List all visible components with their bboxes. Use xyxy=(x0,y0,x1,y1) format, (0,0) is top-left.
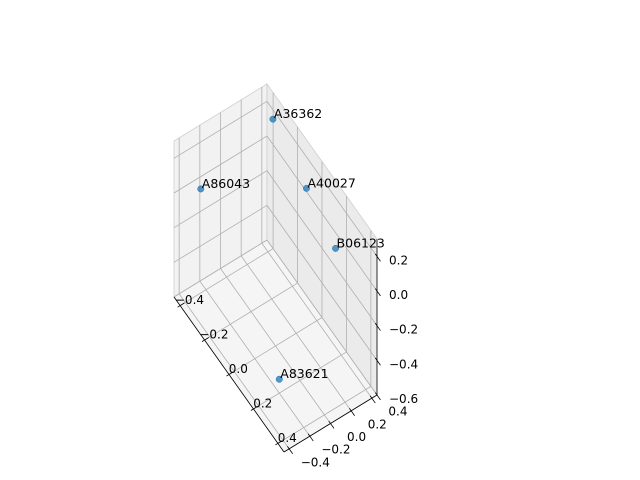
z-tick-label: −0.4 xyxy=(389,357,418,371)
z-tick-label: 0.2 xyxy=(389,253,408,267)
x-tick xyxy=(177,302,185,308)
gridline-z-back xyxy=(266,170,378,326)
gridline-z-back xyxy=(266,239,378,396)
axes xyxy=(173,239,381,454)
point-label: A83621 xyxy=(280,366,328,381)
gridline-z-back xyxy=(266,101,378,257)
x-tick-label: −0.4 xyxy=(175,293,204,307)
scatter-point xyxy=(269,115,277,123)
z-tick-label: 0.0 xyxy=(389,288,408,302)
gridline-z-left xyxy=(173,100,268,159)
x-tick xyxy=(275,440,283,446)
point-label: A36362 xyxy=(274,106,322,121)
gridline-y-floor xyxy=(261,242,373,399)
gridlines xyxy=(173,87,378,450)
gridline-z-left xyxy=(173,135,268,194)
z-tick-label: −0.6 xyxy=(389,392,418,406)
y-tick-label: −0.4 xyxy=(301,455,330,469)
y-tick xyxy=(349,408,355,416)
tick-labels: −0.4−0.20.00.20.4−0.4−0.20.00.20.4−0.6−0… xyxy=(175,253,418,469)
z-tick xyxy=(374,357,381,366)
y-tick-label: 0.2 xyxy=(368,417,387,431)
x-tick-label: 0.2 xyxy=(253,397,272,411)
gridline-y-floor xyxy=(199,280,311,437)
point-label: A40027 xyxy=(308,175,356,190)
y-tick-label: −0.2 xyxy=(321,443,350,457)
y-tick xyxy=(287,446,293,454)
scatter-point xyxy=(197,185,205,193)
gridline-z-left xyxy=(173,170,268,229)
y-tick xyxy=(369,395,376,404)
z-tick xyxy=(374,322,381,331)
y-tick xyxy=(328,420,335,429)
gridline-z-back xyxy=(266,205,378,361)
gridline-y-floor xyxy=(178,293,290,450)
z-tick-label: −0.2 xyxy=(389,323,418,337)
y-tick xyxy=(307,433,314,442)
z-tick xyxy=(374,392,381,401)
z-tick xyxy=(374,253,381,262)
x-tick-label: 0.4 xyxy=(278,431,297,445)
gridline-z-back xyxy=(266,135,378,292)
gridline-z-left xyxy=(173,204,268,263)
y-tick-label: 0.4 xyxy=(388,405,407,419)
x-tick xyxy=(250,405,258,411)
data-points: A36362 A40027 B06123 A86043 A83621 xyxy=(197,106,385,383)
x-tick xyxy=(226,371,234,377)
gridline-y-floor xyxy=(220,268,331,424)
point-label: B06123 xyxy=(337,235,385,250)
gridline-y-floor xyxy=(240,255,352,412)
y-tick-label: 0.0 xyxy=(347,430,366,444)
gridline-z-left xyxy=(173,239,268,298)
x-tick xyxy=(201,337,210,342)
point-label: A86043 xyxy=(202,176,250,191)
scatter-point xyxy=(332,244,340,252)
scatter-point xyxy=(275,375,283,383)
z-tick xyxy=(374,288,381,297)
x-tick-label: −0.2 xyxy=(199,328,228,342)
x-tick-label: 0.0 xyxy=(229,362,248,376)
scatter-point xyxy=(303,184,310,192)
